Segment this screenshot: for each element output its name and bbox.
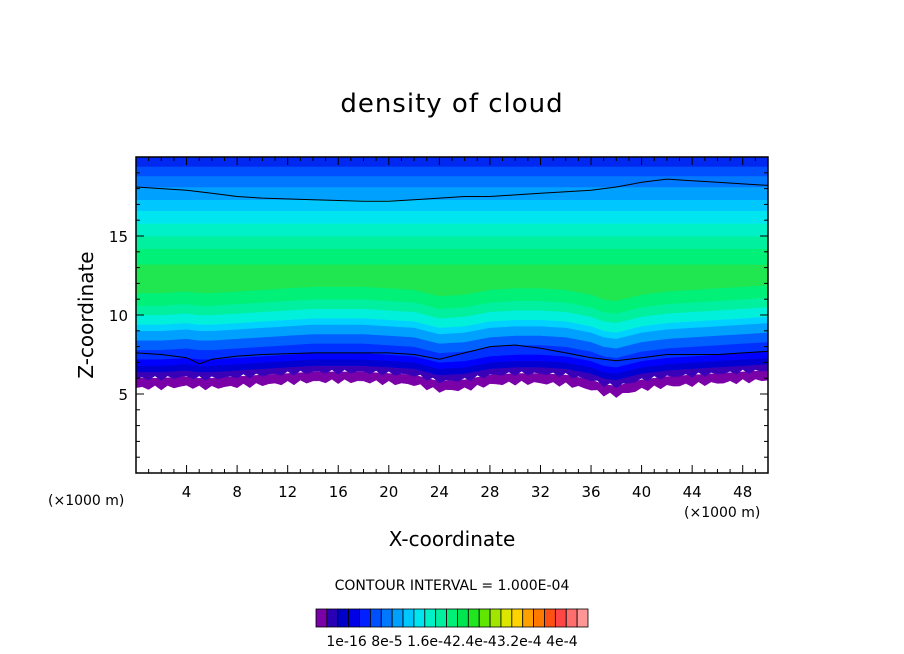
colorbar-swatch (413, 608, 426, 628)
colorbar-swatch (533, 608, 545, 628)
x-tick-label: 40 (632, 483, 651, 501)
x-tick-label: 12 (278, 483, 297, 501)
contour-band (136, 199, 768, 211)
colorbar-swatch (380, 608, 393, 628)
x-axis-unit-right: (×1000 m) (684, 505, 760, 521)
chart-title: density of cloud (340, 89, 563, 119)
colorbar-swatch (576, 608, 589, 628)
y-tick-label: 15 (109, 228, 128, 246)
x-tick-label: 36 (581, 483, 600, 501)
colorbar-swatch (369, 608, 382, 628)
x-tick-label: 20 (379, 483, 398, 501)
x-tick-label: 24 (430, 483, 449, 501)
colorbar-swatch (511, 608, 524, 628)
colorbar-swatch (326, 608, 339, 628)
colorbar-swatch (565, 608, 578, 628)
x-tick-label: 8 (232, 483, 242, 501)
contour-line-lower (136, 344, 768, 365)
colorbar-swatch (424, 608, 437, 628)
y-axis-label: Z-coordinate (74, 251, 98, 378)
colorbar-swatch (457, 608, 469, 628)
colorbar-swatch (402, 608, 415, 628)
contour-band (136, 166, 768, 177)
colorbar-swatch (489, 608, 502, 628)
colorbar-swatch (359, 608, 371, 628)
colorbar-swatch (554, 608, 567, 628)
x-tick-label: 32 (531, 483, 550, 501)
colorbar-swatch (391, 608, 404, 628)
colorbar-swatch (337, 608, 350, 628)
x-tick-label: 44 (683, 483, 702, 501)
colorbar-swatch (500, 608, 513, 628)
contour-band (136, 248, 768, 265)
colorbar-swatch (435, 608, 447, 628)
colorbar-swatch (315, 608, 328, 628)
x-axis-unit-left: (×1000 m) (48, 493, 124, 509)
y-tick-label: 5 (118, 386, 128, 404)
contour-lines (136, 178, 768, 365)
x-axis-label: X-coordinate (389, 527, 516, 551)
contour-band (136, 370, 768, 398)
y-tick-label: 10 (109, 307, 128, 325)
contour-band (136, 157, 768, 167)
colorbar-swatch (544, 608, 556, 628)
x-tick-label: 16 (329, 483, 348, 501)
plot-area (136, 157, 768, 398)
contour-band (136, 235, 768, 249)
colorbar-swatch (348, 608, 360, 628)
contour-band (136, 175, 768, 188)
colorbar-swatch (446, 608, 458, 628)
x-tick-label: 48 (733, 483, 752, 501)
colorbar-swatch (522, 608, 534, 628)
colorbar-swatch (478, 608, 491, 628)
contour-band (136, 223, 768, 237)
x-tick-label: 4 (182, 483, 192, 501)
x-tick-label: 28 (480, 483, 499, 501)
contour-line-top (136, 178, 768, 202)
contour-interval-text: CONTOUR INTERVAL = 1.000E-04 (335, 578, 570, 594)
plot-frame (135, 156, 769, 474)
contour-band (136, 210, 768, 224)
colorbar (315, 608, 589, 628)
colorbar-labels: 1e-16 8e-5 1.6e-42.4e-43.2e-4 4e-4 (326, 634, 577, 650)
colorbar-swatch (467, 608, 480, 628)
